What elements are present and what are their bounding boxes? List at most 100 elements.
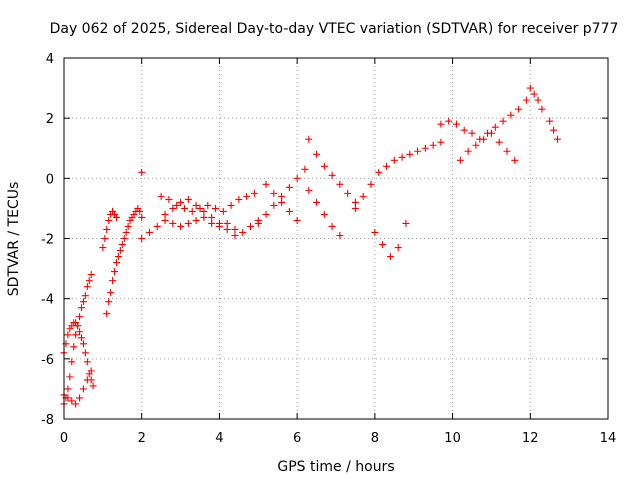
data-point	[231, 231, 239, 239]
data-point	[62, 340, 70, 348]
data-point	[359, 192, 367, 200]
data-point	[262, 210, 270, 218]
data-point	[114, 253, 122, 261]
data-point	[336, 231, 344, 239]
data-point	[76, 394, 84, 402]
data-point	[64, 385, 72, 393]
y-tick-label: -4	[41, 293, 54, 308]
x-axis-label: GPS time / hours	[277, 459, 394, 475]
data-point	[262, 180, 270, 188]
data-point	[105, 298, 113, 306]
data-point	[112, 259, 120, 267]
data-point	[390, 156, 398, 164]
data-point	[83, 283, 91, 291]
data-point	[76, 313, 84, 321]
data-point	[278, 198, 286, 206]
data-point	[103, 310, 111, 318]
data-point	[200, 207, 208, 215]
data-point	[79, 340, 87, 348]
data-point	[328, 171, 336, 179]
data-point	[77, 334, 85, 342]
data-point	[522, 96, 530, 104]
data-point	[107, 289, 115, 297]
data-point	[145, 228, 153, 236]
data-point	[305, 135, 313, 143]
data-point	[456, 156, 464, 164]
grid-lines	[64, 58, 608, 419]
data-point	[223, 219, 231, 227]
data-point	[421, 144, 429, 152]
data-point	[239, 228, 247, 236]
data-point	[336, 180, 344, 188]
data-point	[89, 382, 97, 390]
data-point	[546, 117, 554, 125]
y-tick-label: -8	[41, 413, 54, 428]
data-point	[208, 219, 216, 227]
data-point	[468, 129, 476, 137]
data-point	[367, 180, 375, 188]
data-point	[351, 198, 359, 206]
data-point	[511, 156, 519, 164]
data-point	[254, 219, 262, 227]
data-points	[60, 84, 561, 408]
data-point	[499, 117, 507, 125]
data-point	[70, 343, 78, 351]
x-tick-label: 14	[600, 431, 617, 446]
data-point	[223, 225, 231, 233]
data-point	[538, 105, 546, 113]
data-point	[116, 247, 124, 255]
data-point	[79, 298, 87, 306]
data-point	[64, 394, 72, 402]
y-tick-label: 2	[46, 112, 54, 127]
data-point	[437, 138, 445, 146]
data-point	[227, 201, 235, 209]
data-point	[161, 216, 169, 224]
data-point	[215, 219, 223, 227]
data-point	[83, 376, 91, 384]
data-point	[394, 244, 402, 252]
data-point	[180, 204, 188, 212]
data-point	[507, 111, 515, 119]
data-point	[103, 225, 111, 233]
data-point	[77, 304, 85, 312]
x-tick-label: 10	[444, 431, 461, 446]
data-point	[243, 192, 251, 200]
data-point	[530, 90, 538, 98]
data-point	[85, 277, 93, 285]
data-point	[192, 216, 200, 224]
x-tick-label: 12	[522, 431, 539, 446]
chart-title: Day 062 of 2025, Sidereal Day-to-day VTE…	[50, 21, 619, 37]
x-tick-label: 4	[215, 431, 223, 446]
data-point	[83, 358, 91, 366]
data-point	[386, 253, 394, 261]
data-point	[301, 165, 309, 173]
data-point	[285, 183, 293, 191]
data-point	[64, 331, 72, 339]
data-point	[212, 204, 220, 212]
data-point	[74, 322, 82, 330]
data-point	[550, 126, 558, 134]
axis-ticks: 0 2 4 6 8 10 12 14 -8 -6 -4 -2 0 2 4	[41, 52, 616, 446]
data-point	[184, 219, 192, 227]
data-point	[136, 207, 144, 215]
data-point	[247, 222, 255, 230]
data-point	[452, 120, 460, 128]
data-point	[109, 277, 117, 285]
data-point	[173, 201, 181, 209]
data-point	[111, 268, 119, 276]
y-tick-label: -6	[41, 353, 54, 368]
data-point	[188, 207, 196, 215]
data-point	[445, 117, 453, 125]
data-point	[250, 189, 258, 197]
data-point	[398, 153, 406, 161]
data-point	[72, 331, 80, 339]
y-tick-label: 0	[46, 172, 54, 187]
data-point	[305, 186, 313, 194]
data-point	[138, 213, 146, 221]
data-point	[553, 135, 561, 143]
data-point	[406, 150, 414, 158]
data-point	[105, 216, 113, 224]
data-point	[122, 228, 130, 236]
data-point	[157, 192, 165, 200]
